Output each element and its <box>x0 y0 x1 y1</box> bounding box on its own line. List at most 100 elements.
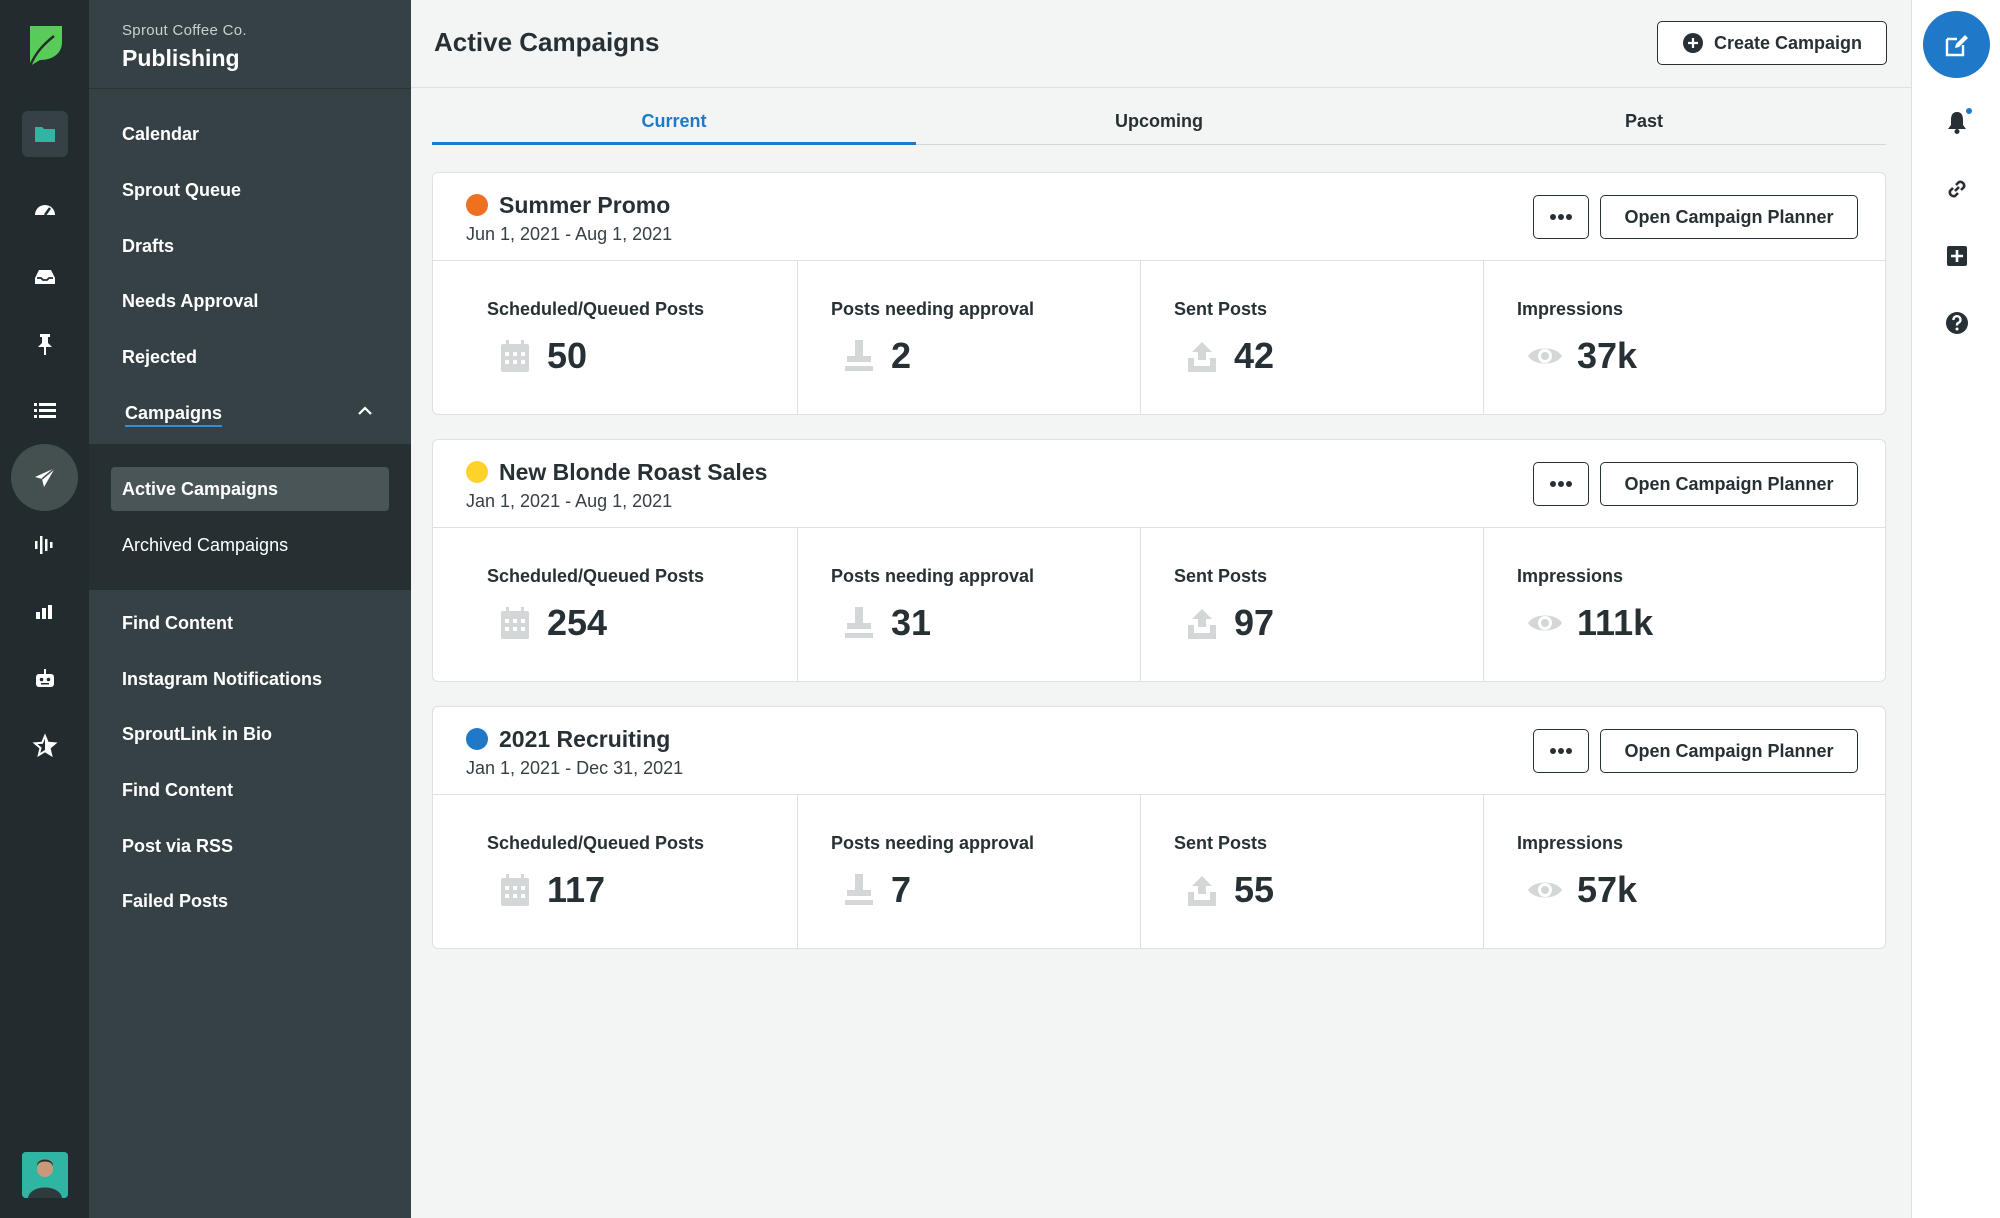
stat-label: Posts needing approval <box>831 833 1035 853</box>
compose-button[interactable] <box>1923 11 1990 78</box>
sidebar-item-instagram-notifications[interactable]: Instagram Notifications <box>122 669 323 689</box>
calendar-icon <box>501 340 529 372</box>
link-icon <box>1948 180 1966 198</box>
stat-impressions: Impressions 111k <box>1483 528 1887 682</box>
campaign-name: Summer Promo <box>499 192 671 218</box>
stat-sent: Sent Posts 97 <box>1140 528 1483 682</box>
campaign-name: 2021 Recruiting <box>499 726 671 752</box>
rail-folder[interactable] <box>22 111 68 157</box>
utility-rail <box>1911 0 2000 1218</box>
open-campaign-planner-button[interactable]: Open Campaign Planner <box>1600 195 1858 239</box>
stat-value: 31 <box>891 602 932 643</box>
sidebar-item-find-content-2[interactable]: Find Content <box>122 780 233 800</box>
page-header: Active Campaigns Create Campaign <box>411 0 1911 88</box>
campaign-dates: Jun 1, 2021 - Aug 1, 2021 <box>466 224 673 244</box>
notification-indicator <box>1964 106 1974 116</box>
sidebar-item-find-content[interactable]: Find Content <box>122 613 233 633</box>
campaigns-submenu: Active Campaigns Archived Campaigns <box>89 444 411 590</box>
sidebar-item-sproutlink-in-bio[interactable]: SproutLink in Bio <box>122 724 272 744</box>
sidebar-item-archived-campaigns[interactable]: Archived Campaigns <box>122 535 289 555</box>
paper-plane-icon <box>34 466 55 487</box>
rail-tasks[interactable] <box>22 321 68 367</box>
stat-value: 37k <box>1577 335 1638 376</box>
open-campaign-planner-button[interactable]: Open Campaign Planner <box>1600 729 1858 773</box>
sidebar-item-drafts[interactable]: Drafts <box>122 236 175 256</box>
sprout-leaf-logo-icon[interactable] <box>24 22 66 68</box>
sidebar-item-rejected[interactable]: Rejected <box>122 347 198 367</box>
approval-stamp-icon <box>845 607 873 638</box>
stat-approval: Posts needing approval 31 <box>797 528 1140 682</box>
help-button[interactable] <box>1943 309 1971 337</box>
sidebar-item-calendar[interactable]: Calendar <box>122 124 200 144</box>
inbox-icon <box>35 270 55 284</box>
campaign-dates: Jan 1, 2021 - Aug 1, 2021 <box>466 491 673 511</box>
campaign-card: 2021 Recruiting Jan 1, 2021 - Dec 31, 20… <box>432 706 1886 949</box>
tab-upcoming[interactable]: Upcoming <box>1115 111 1203 131</box>
more-options-button[interactable] <box>1533 729 1589 773</box>
stat-sent: Sent Posts 42 <box>1140 261 1483 415</box>
open-campaign-planner-button[interactable]: Open Campaign Planner <box>1600 462 1858 506</box>
eye-icon <box>1528 348 1562 364</box>
bell-icon <box>1948 112 1966 134</box>
tab-past[interactable]: Past <box>1624 111 1664 131</box>
stat-approval: Posts needing approval 7 <box>797 795 1140 949</box>
soundwave-icon <box>35 536 53 554</box>
campaign-dates: Jan 1, 2021 - Dec 31, 2021 <box>466 758 684 778</box>
rail-publishing[interactable] <box>11 444 78 511</box>
campaign-color-dot <box>466 461 488 483</box>
rail-lists[interactable] <box>22 388 68 434</box>
user-avatar[interactable] <box>22 1152 68 1198</box>
stat-label: Scheduled/Queued Posts <box>487 299 705 319</box>
page-title: Active Campaigns <box>434 27 660 57</box>
rail-inbox[interactable] <box>22 254 68 300</box>
more-options-button[interactable] <box>1533 462 1589 506</box>
rail-bots[interactable] <box>22 656 68 702</box>
help-circle-icon <box>1946 312 1968 334</box>
add-button[interactable] <box>1943 242 1971 270</box>
sidebar-item-needs-approval[interactable]: Needs Approval <box>122 291 259 311</box>
rail-listening[interactable] <box>22 522 68 568</box>
publishing-sidebar: Sprout Coffee Co. Publishing Calendar Sp… <box>89 0 411 1218</box>
campaign-card-header: Summer Promo Jun 1, 2021 - Aug 1, 2021 O… <box>433 173 1885 261</box>
upload-tray-icon <box>1188 342 1216 372</box>
campaign-card: Summer Promo Jun 1, 2021 - Aug 1, 2021 O… <box>432 172 1886 415</box>
stat-label: Scheduled/Queued Posts <box>487 566 705 586</box>
tab-current[interactable]: Current <box>432 88 916 145</box>
stat-value: 97 <box>1234 602 1275 643</box>
main-content: Active Campaigns Create Campaign Current… <box>411 0 1911 1218</box>
stat-label: Posts needing approval <box>831 299 1035 319</box>
rail-reports[interactable] <box>22 589 68 635</box>
campaign-name: New Blonde Roast Sales <box>499 459 768 485</box>
bot-icon <box>36 669 54 687</box>
sidebar-header: Sprout Coffee Co. Publishing <box>89 0 411 89</box>
campaign-card: New Blonde Roast Sales Jan 1, 2021 - Aug… <box>432 439 1886 682</box>
sidebar-item-failed-posts[interactable]: Failed Posts <box>122 891 229 911</box>
plus-square-icon <box>1947 246 1967 266</box>
approval-stamp-icon <box>845 340 873 371</box>
stat-label: Scheduled/Queued Posts <box>487 833 705 853</box>
sidebar-item-campaigns[interactable]: Campaigns <box>125 403 223 423</box>
folder-icon <box>35 127 55 142</box>
create-campaign-button[interactable]: Create Campaign <box>1657 21 1887 65</box>
sidebar-item-post-via-rss[interactable]: Post via RSS <box>122 836 234 856</box>
sidebar-item-sprout-queue[interactable]: Sprout Queue <box>122 180 242 200</box>
stat-value: 55 <box>1234 869 1275 910</box>
notifications-button[interactable] <box>1943 108 1971 136</box>
stat-label: Impressions <box>1517 833 1624 853</box>
calendar-icon <box>501 607 529 639</box>
chevron-up-icon[interactable] <box>354 400 376 422</box>
more-options-button[interactable] <box>1533 195 1589 239</box>
rail-dashboard[interactable] <box>22 187 68 233</box>
plus-circle-icon <box>1682 33 1703 53</box>
calendar-icon <box>501 874 529 906</box>
campaign-tabs: Current Upcoming Past <box>432 88 1886 145</box>
rail-reviews[interactable] <box>22 723 68 769</box>
upload-tray-icon <box>1188 876 1216 906</box>
sidebar-item-active-campaigns[interactable]: Active Campaigns <box>111 467 389 511</box>
stat-sent: Sent Posts 55 <box>1140 795 1483 949</box>
link-button[interactable] <box>1943 175 1971 203</box>
stat-impressions: Impressions 57k <box>1483 795 1887 949</box>
bar-chart-icon <box>36 605 52 619</box>
stat-value: 42 <box>1234 335 1275 376</box>
stat-scheduled: Scheduled/Queued Posts 254 <box>433 528 797 682</box>
